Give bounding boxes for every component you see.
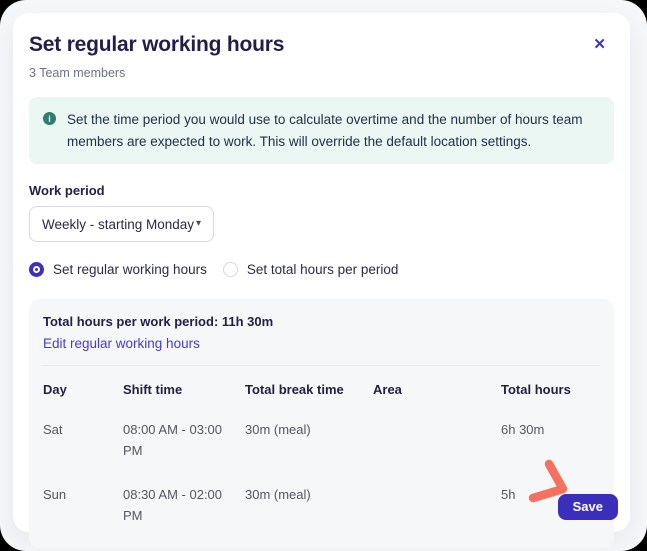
col-header-shift-time: Shift time [123, 382, 183, 398]
edit-regular-working-hours-link[interactable]: Edit regular working hours [43, 336, 200, 352]
cell-total-hours: 6h 30m [501, 422, 545, 438]
team-members-count: 3 Team members [29, 66, 126, 80]
col-header-area: Area [373, 382, 402, 398]
cell-total-hours: 5h [501, 486, 516, 502]
cell-day: Sat [43, 422, 63, 438]
radio-unselected-icon[interactable] [222, 262, 238, 278]
radio-label[interactable]: Set total hours per period [246, 262, 399, 278]
divider [43, 365, 600, 367]
radio-selected-icon[interactable] [29, 262, 44, 278]
cell-shift-time: 08:00 AM - 03:00 PM [123, 422, 223, 458]
radio-label[interactable]: Set regular working hours [53, 262, 207, 278]
modal-title: Set regular working hours [29, 33, 285, 56]
work-period-label: Work period [29, 183, 105, 199]
cell-total-break-time: 30m (meal) [245, 486, 311, 502]
info-banner-text: Set the time period you would use to cal… [67, 112, 583, 149]
col-header-total-break-time: Total break time [245, 382, 344, 398]
radio-set-regular-working-hours[interactable]: Set regular working hours [29, 262, 207, 278]
col-header-day: Day [43, 382, 67, 398]
info-banner: i Set the time period you would use to c… [29, 97, 614, 165]
table-header-row: Day Shift time Total break time Area Tot… [43, 366, 600, 403]
work-period-select[interactable]: Weekly - starting Monday ▾ [29, 206, 214, 243]
working-hours-summary-panel: Total hours per work period: 11h 30m Edi… [29, 299, 614, 549]
table-row: Sun 08:30 AM - 02:00 PM 30m (meal) 5h [43, 468, 600, 533]
cell-shift-time: 08:30 AM - 02:00 PM [123, 486, 223, 523]
total-hours-summary: Total hours per work period: 11h 30m [43, 314, 274, 330]
cell-total-break-time: 30m (meal) [245, 422, 311, 438]
col-header-total-hours: Total hours [501, 382, 571, 398]
cell-day: Sun [43, 486, 67, 502]
work-period-selected-value: Weekly - starting Monday [42, 216, 195, 232]
close-icon[interactable]: ✕ [593, 36, 606, 53]
set-working-hours-modal: Set regular working hours ✕ 3 Team membe… [13, 13, 630, 549]
radio-set-total-hours-per-period[interactable]: Set total hours per period [222, 262, 399, 278]
hours-mode-radio-group: Set regular working hours Set total hour… [29, 262, 614, 278]
info-icon: i [43, 112, 56, 125]
modal-header: Set regular working hours ✕ [29, 33, 614, 57]
save-button[interactable]: Save [557, 494, 618, 520]
table-row: Sat 08:00 AM - 03:00 PM 30m (meal) 6h 30… [43, 403, 600, 468]
chevron-down-icon: ▾ [195, 218, 201, 230]
